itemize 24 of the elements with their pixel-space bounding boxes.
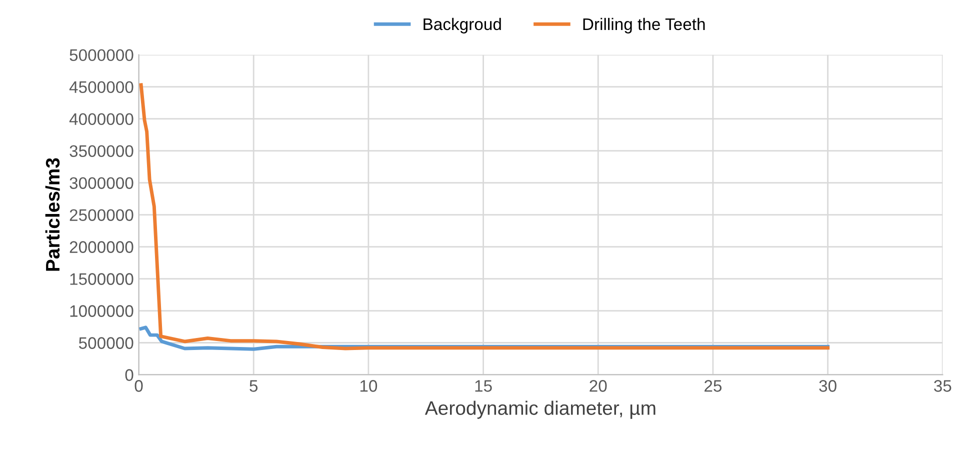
- y-tick-label: 4000000: [69, 113, 134, 126]
- x-tick-label: 10: [360, 380, 378, 392]
- y-tick-label: 500000: [78, 337, 134, 349]
- x-tick-label: 25: [704, 380, 722, 392]
- x-tick-label: 35: [934, 380, 952, 392]
- x-axis-title: Aerodynamic diameter, µm: [424, 400, 656, 419]
- x-tick-label: 20: [590, 380, 607, 392]
- y-tick-label: 1000000: [70, 305, 134, 317]
- y-tick-label: 2000000: [70, 241, 134, 253]
- y-tick-label: 3500000: [70, 145, 134, 158]
- y-axis-title: Particles/m3: [45, 158, 60, 271]
- y-tick-label: 4500000: [69, 81, 134, 94]
- legend-label: Backgroud: [424, 18, 501, 34]
- y-tick-label: 3000000: [70, 177, 134, 190]
- y-tick-label: 5000000: [70, 49, 134, 62]
- x-tick-label: 15: [475, 380, 492, 392]
- y-tick-label: 2500000: [70, 209, 134, 221]
- y-tick-label: 0: [125, 369, 134, 381]
- line-series: [139, 83, 830, 350]
- x-tick-label: 0: [134, 380, 143, 392]
- x-tick-label: 30: [819, 380, 836, 392]
- x-tick-label: 5: [250, 380, 258, 392]
- legend-label: Drilling the Teeth: [583, 18, 705, 34]
- y-tick-label: 1500000: [70, 273, 134, 285]
